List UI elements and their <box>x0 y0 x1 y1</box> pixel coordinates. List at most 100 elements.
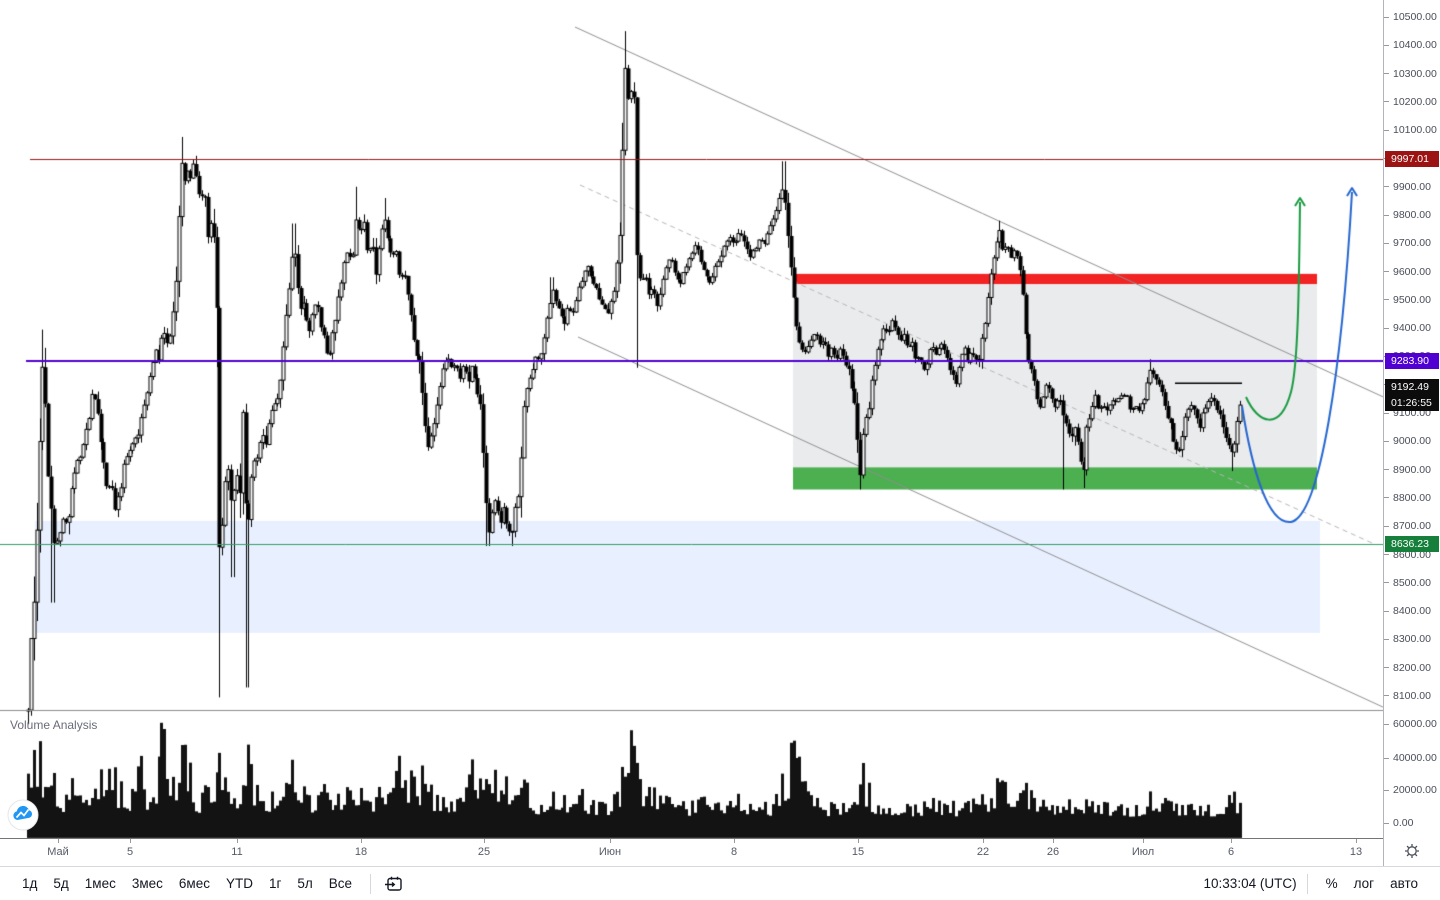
volume-axis-label: 0.00 <box>1393 817 1414 829</box>
price-axis-label: 10200.00 <box>1393 95 1437 108</box>
price-axis-label: 8500.00 <box>1393 576 1431 589</box>
price-axis-label: 8900.00 <box>1393 463 1431 476</box>
time-tick <box>237 839 238 843</box>
time-tick <box>734 839 735 843</box>
time-axis-label-Июн: Июн <box>598 846 622 858</box>
time-tick <box>1053 839 1054 843</box>
price-axis-label: 8400.00 <box>1393 605 1431 618</box>
time-tick <box>610 839 611 843</box>
price-label-9997-01: 9997.01 <box>1385 151 1439 168</box>
scale-button-%[interactable]: % <box>1325 876 1338 891</box>
price-tick <box>1384 441 1389 442</box>
time-tick <box>361 839 362 843</box>
time-tick <box>58 839 59 843</box>
price-axis-label: 10400.00 <box>1393 39 1437 52</box>
price-axis-label: 9800.00 <box>1393 209 1431 222</box>
price-tick <box>1384 695 1389 696</box>
range-button-Все[interactable]: Все <box>328 876 353 891</box>
go-to-date-button[interactable] <box>381 871 407 897</box>
time-axis-label-Июл: Июл <box>1131 846 1155 858</box>
price-axis-label: 8300.00 <box>1393 633 1431 646</box>
price-tick <box>1384 554 1389 555</box>
price-axis-label: 8200.00 <box>1393 661 1431 674</box>
range-button-3мес[interactable]: 3мес <box>131 876 163 891</box>
range-button-YTD[interactable]: YTD <box>225 876 253 891</box>
toolbar-divider <box>370 873 372 894</box>
price-axis-label: 9500.00 <box>1393 293 1431 306</box>
volume-tick <box>1384 790 1389 791</box>
time-axis-label-8: 8 <box>730 846 738 858</box>
price-axis-label: 8100.00 <box>1393 689 1431 702</box>
price-tick <box>1384 215 1389 216</box>
price-label-9283-90: 9283.90 <box>1385 353 1439 370</box>
volume-tick <box>1384 823 1389 824</box>
range-button-1д[interactable]: 1д <box>22 876 38 891</box>
price-label-01-26-55: 01:26:55 <box>1385 395 1439 411</box>
time-tick <box>1356 839 1357 843</box>
time-axis-label-11: 11 <box>231 846 243 858</box>
time-axis-label-Май: Май <box>47 846 69 858</box>
price-tick <box>1384 45 1389 46</box>
time-axis-label-5: 5 <box>126 846 134 858</box>
price-tick <box>1384 299 1389 300</box>
price-tick <box>1384 186 1389 187</box>
time-tick <box>130 839 131 843</box>
range-button-1г[interactable]: 1г <box>268 876 282 891</box>
volume-axis-label: 40000.00 <box>1393 752 1437 764</box>
price-tick <box>1384 271 1389 272</box>
price-axis-label: 9000.00 <box>1393 435 1431 448</box>
volume-tick <box>1384 724 1389 725</box>
time-tick <box>1231 839 1232 843</box>
scale-buttons-group: % лог авто <box>1318 872 1426 895</box>
price-tick <box>1384 469 1389 470</box>
price-axis[interactable]: 10500.00 10400.00 10300.00 10200.00 10100.00… <box>1383 0 1440 866</box>
price-axis-label: 9600.00 <box>1393 265 1431 278</box>
go-to-date-icon <box>385 876 402 891</box>
toolbar-divider <box>1306 873 1308 894</box>
price-axis-label: 9900.00 <box>1393 180 1431 193</box>
time-axis-label-26: 26 <box>1046 846 1060 858</box>
time-axis-label-13: 13 <box>1349 846 1363 858</box>
price-tick <box>1384 101 1389 102</box>
price-tick <box>1384 611 1389 612</box>
price-axis-label: 9400.00 <box>1393 322 1431 335</box>
time-tick <box>858 839 859 843</box>
scale-button-авто[interactable]: авто <box>1390 876 1418 891</box>
price-tick <box>1384 73 1389 74</box>
session-clock: 10:33:04 (UTC) <box>1203 876 1297 891</box>
volume-axis-label: 20000.00 <box>1393 784 1437 796</box>
price-tick <box>1384 497 1389 498</box>
time-axis-label-6: 6 <box>1227 846 1235 858</box>
price-tick <box>1384 639 1389 640</box>
range-button-6мес[interactable]: 6мес <box>178 876 210 891</box>
time-tick <box>484 839 485 843</box>
price-tick <box>1384 526 1389 527</box>
bottom-toolbar: 1д 5д 1мес 3мес 6мес YTD 1г 5л Все 10:33:04 (UTC… <box>0 866 1440 900</box>
range-button-5л[interactable]: 5л <box>297 876 313 891</box>
price-tick <box>1384 130 1389 131</box>
tradingview-logo[interactable] <box>7 799 39 831</box>
price-axis-label: 9700.00 <box>1393 237 1431 250</box>
time-tick <box>983 839 984 843</box>
range-button-5д[interactable]: 5д <box>53 876 69 891</box>
time-axis-label-18: 18 <box>354 846 368 858</box>
price-axis-label: 8700.00 <box>1393 520 1431 533</box>
price-tick <box>1384 667 1389 668</box>
time-axis[interactable]: Май 5 11 18 25 Июн 8 15 22 26 Июл 6 13 <box>0 838 1383 866</box>
price-axis-label: 10100.00 <box>1393 124 1437 137</box>
range-button-1мес[interactable]: 1мес <box>84 876 116 891</box>
price-tick <box>1384 17 1389 18</box>
price-tick <box>1384 582 1389 583</box>
toolbar-right-group: 10:33:04 (UTC) % лог авто <box>1204 872 1440 895</box>
price-label-9192-49: 9192.49 <box>1385 378 1439 395</box>
scale-button-лог[interactable]: лог <box>1353 876 1375 891</box>
time-axis-label-25: 25 <box>477 846 491 858</box>
price-scale-settings-icon[interactable] <box>1402 841 1422 861</box>
price-axis-label: 10300.00 <box>1393 67 1437 80</box>
time-axis-label-15: 15 <box>851 846 865 858</box>
price-tick <box>1384 413 1389 414</box>
volume-analysis-label: Volume Analysis <box>10 718 98 732</box>
range-buttons-group: 1д 5д 1мес 3мес 6мес YTD 1г 5л Все <box>0 872 360 895</box>
